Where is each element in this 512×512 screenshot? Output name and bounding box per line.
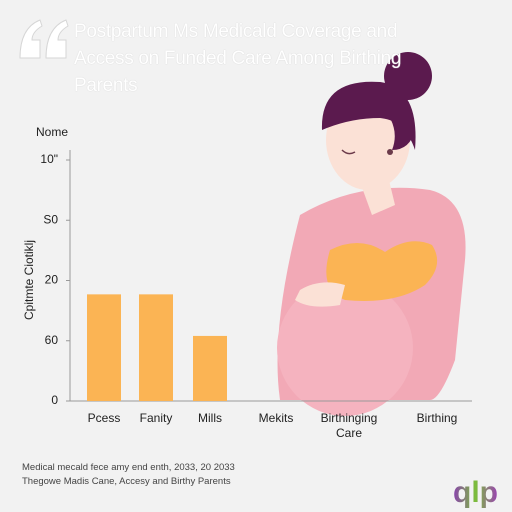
x-tick-label: Mekits	[258, 411, 294, 425]
y-axis-label: Cpitmte Ciotiklj	[22, 240, 36, 320]
bar	[87, 294, 121, 401]
y-tick-label: 0	[51, 393, 58, 407]
y-tick-label: 10"	[40, 152, 58, 166]
x-tick-label: Pcess	[87, 411, 121, 425]
x-tick-label: Fanity	[139, 411, 173, 425]
x-tick-label: Birthinging Care	[320, 411, 378, 440]
bar	[139, 294, 173, 401]
y-unit-label: Nome	[36, 125, 68, 139]
y-tick-label: 60	[45, 333, 59, 347]
x-tick-label: Mills	[198, 411, 222, 425]
illustration	[277, 52, 466, 416]
x-tick-label: Birthing	[416, 411, 458, 425]
y-tick-label: 20	[45, 273, 59, 287]
footnote: Thegowe Madis Cane, Accesy and Birthy Pa…	[22, 476, 231, 487]
bar	[193, 335, 227, 401]
title: Postpartum Ms Medicald Coverage and Acce…	[74, 21, 402, 96]
y-tick-label: S0	[43, 212, 58, 226]
quote-icon	[19, 19, 69, 59]
logo: qlp	[453, 476, 498, 509]
footnote: Medical mecald fece amy end enth, 2033, …	[22, 462, 235, 473]
